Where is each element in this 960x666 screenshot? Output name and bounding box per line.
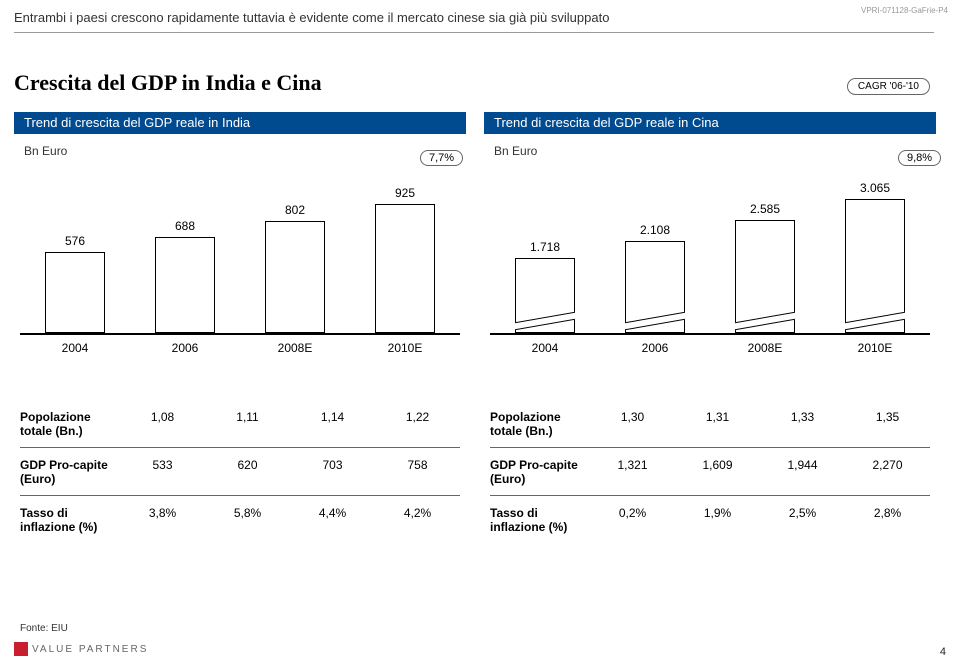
unit-label-india: Bn Euro [24,144,67,158]
bar-value-label: 2.585 [725,202,805,216]
table-cell: 758 [375,458,460,487]
table-cell: 1,609 [675,458,760,487]
row-header: Popolazione totale (Bn.) [490,410,590,439]
table-row: GDP Pro-capite (Euro)533620703758 [20,448,460,496]
page-id: VPRI-071128-GaFrie-P4 [861,6,948,15]
row-header: Tasso di inflazione (%) [490,506,590,535]
bar [155,237,215,333]
panel-header-cina: Trend di crescita del GDP reale in Cina [484,112,936,134]
x-axis-label: 2006 [145,341,225,355]
table-cell: 4,4% [290,506,375,535]
table-cell: 1,35 [845,410,930,439]
table-cell: 4,2% [375,506,460,535]
page-title: Crescita del GDP in India e Cina [14,70,322,96]
bar-value-label: 2.108 [615,223,695,237]
cagr-legend: CAGR '06-'10 [847,78,930,95]
row-header: GDP Pro-capite (Euro) [20,458,120,487]
table-cell: 1,9% [675,506,760,535]
unit-label-cina: Bn Euro [494,144,537,158]
cagr-value-india: 7,7% [420,150,463,166]
table-row: Popolazione totale (Bn.)1,081,111,141,22 [20,400,460,448]
cagr-value-cina: 9,8% [898,150,941,166]
table-cell: 533 [120,458,205,487]
table-row: GDP Pro-capite (Euro)1,3211,6091,9442,27… [490,448,930,496]
bar-value-label: 1.718 [505,240,585,254]
table-row: Tasso di inflazione (%)0,2%1,9%2,5%2,8% [490,496,930,543]
bar-value-label: 802 [255,203,335,217]
page-number: 4 [940,646,946,658]
table-cell: 5,8% [205,506,290,535]
table-cell: 620 [205,458,290,487]
x-axis-label: 2008E [255,341,335,355]
table-cell: 0,2% [590,506,675,535]
table-cell: 2,8% [845,506,930,535]
table-row: Popolazione totale (Bn.)1,301,311,331,35 [490,400,930,448]
x-axis-label: 2004 [505,341,585,355]
table-cell: 1,321 [590,458,675,487]
bar-value-label: 925 [365,186,445,200]
value-partners-logo: VALUE PARTNERS [14,642,148,656]
x-axis-label: 2008E [725,341,805,355]
table-cell: 703 [290,458,375,487]
bar-value-label: 576 [35,234,115,248]
row-header: GDP Pro-capite (Euro) [490,458,590,487]
table-cell: 1,30 [590,410,675,439]
row-header: Tasso di inflazione (%) [20,506,120,535]
row-header: Popolazione totale (Bn.) [20,410,120,439]
source-footer: Fonte: EIU [20,623,68,634]
x-axis-label: 2010E [835,341,915,355]
bar-chart-india: 576 2004 688 2006 802 2008E 925 2010E [20,175,460,355]
chart-baseline [490,333,930,335]
bar [375,204,435,334]
subtitle-underline [14,32,934,33]
table-cell: 1,22 [375,410,460,439]
x-axis-label: 2006 [615,341,695,355]
table-cell: 2,270 [845,458,930,487]
vp-logo-icon [14,642,28,656]
table-cell: 1,11 [205,410,290,439]
table-cell: 1,944 [760,458,845,487]
table-cell: 2,5% [760,506,845,535]
x-axis-label: 2004 [35,341,115,355]
vp-logo-text: VALUE PARTNERS [32,644,148,655]
bar-value-label: 688 [145,219,225,233]
data-table-india: Popolazione totale (Bn.)1,081,111,141,22… [20,400,460,542]
table-cell: 1,08 [120,410,205,439]
chart-baseline [20,333,460,335]
bar [45,252,105,333]
table-row: Tasso di inflazione (%)3,8%5,8%4,4%4,2% [20,496,460,543]
bar [265,221,325,333]
subtitle: Entrambi i paesi crescono rapidamente tu… [14,10,609,25]
x-axis-label: 2010E [365,341,445,355]
table-cell: 3,8% [120,506,205,535]
bar-value-label: 3.065 [835,181,915,195]
table-cell: 1,33 [760,410,845,439]
data-table-cina: Popolazione totale (Bn.)1,301,311,331,35… [490,400,930,542]
table-cell: 1,14 [290,410,375,439]
bar-chart-cina: 1.718 2004 2.108 2006 2.585 2008E 3.065 2010E [490,175,930,355]
table-cell: 1,31 [675,410,760,439]
panel-header-india: Trend di crescita del GDP reale in India [14,112,466,134]
